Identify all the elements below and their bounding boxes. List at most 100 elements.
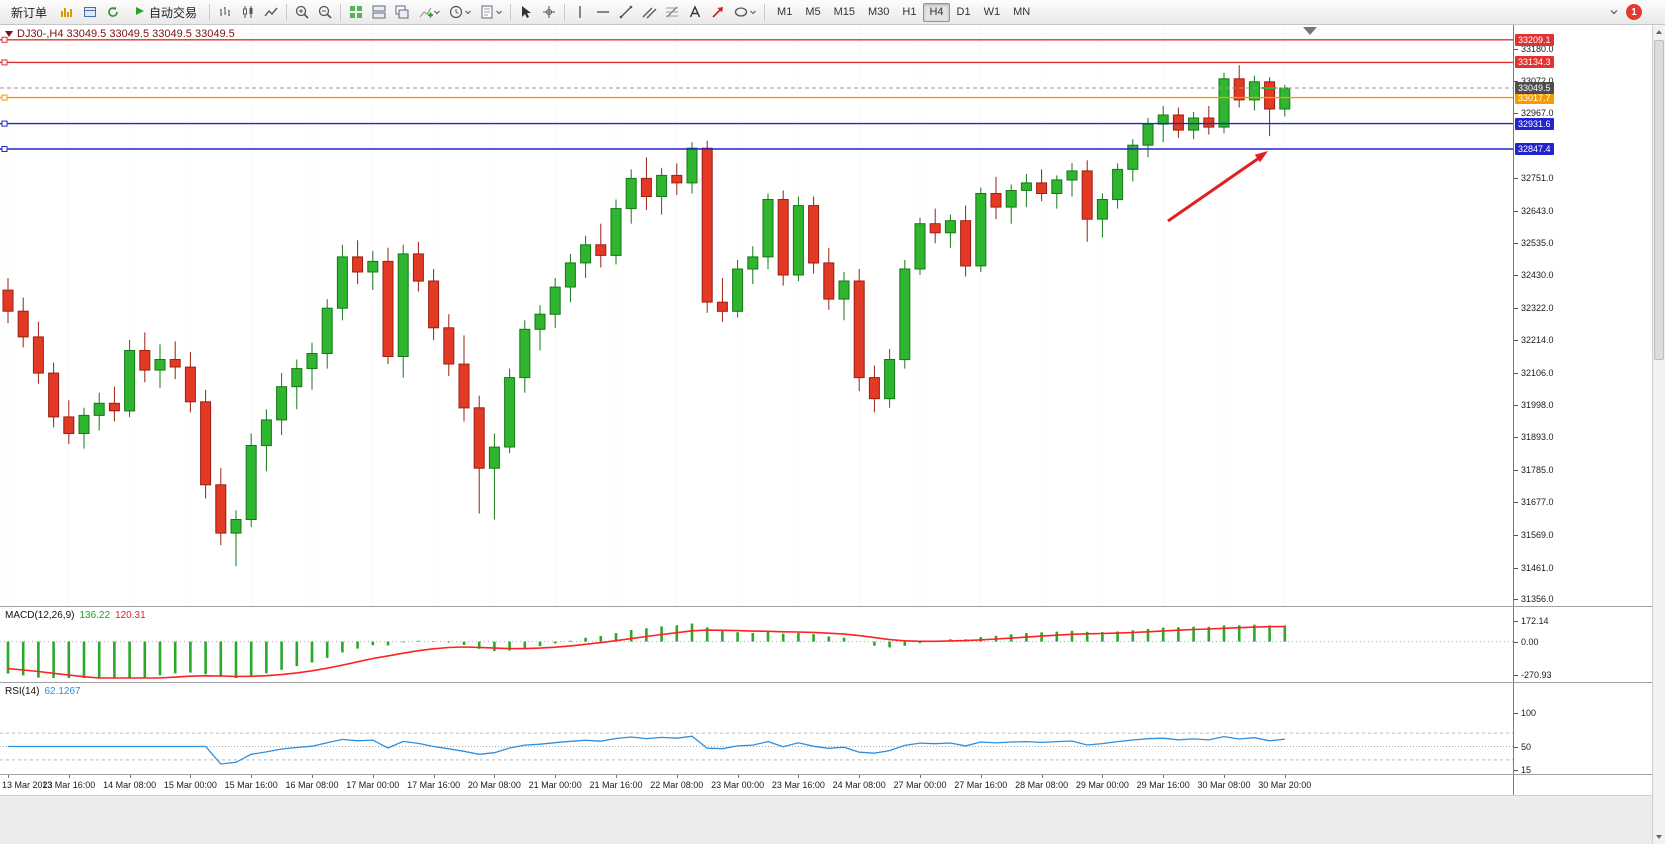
- arrange-windows-button[interactable]: [368, 2, 390, 23]
- macd-signal-line: [7, 625, 1285, 679]
- rsi-axis-label: 100: [1521, 708, 1537, 718]
- time-axis-label: 30 Mar 20:00: [1258, 780, 1312, 790]
- workspace-background: [0, 795, 1652, 844]
- price-line-label: 33209.1: [1515, 33, 1554, 46]
- time-axis-label: 23 Mar 00:00: [711, 780, 765, 790]
- time-axis-label: 28 Mar 08:00: [1015, 780, 1069, 790]
- arrows-tool-button[interactable]: [707, 2, 729, 23]
- zoom-out-icon: [317, 4, 333, 20]
- rsi-tick-mark: [1514, 746, 1518, 748]
- chart-shift-marker[interactable]: [1303, 27, 1317, 35]
- templates-button[interactable]: [476, 2, 506, 23]
- new-order-button[interactable]: 新订单: [3, 2, 55, 23]
- price-tick-mark: [1514, 210, 1518, 212]
- vertical-scrollbar[interactable]: [1652, 25, 1665, 844]
- shapes-button[interactable]: [730, 2, 760, 23]
- time-axis-label: 15 Mar 00:00: [163, 780, 217, 790]
- indicators-plus-icon: [417, 4, 434, 20]
- chevron-down-icon: [1609, 7, 1619, 17]
- template-icon: [479, 4, 495, 20]
- timeframe-h4-button[interactable]: H4: [923, 2, 950, 22]
- profiles-icon: [82, 4, 98, 20]
- trendline-button[interactable]: [615, 2, 637, 23]
- bars-chart-button[interactable]: [214, 2, 236, 23]
- price-chart[interactable]: [0, 25, 1513, 606]
- time-tick-mark: [737, 774, 739, 778]
- price-axis[interactable]: 33180.0 33072.0 32967.0 32751.0 32643.0 32535…: [1513, 25, 1653, 795]
- horizontal-lines[interactable]: [0, 36, 1513, 152]
- cursor-button[interactable]: [515, 2, 537, 23]
- timeframe-m5-button[interactable]: M5: [805, 6, 821, 18]
- time-axis-label: 15 Mar 16:00: [224, 780, 278, 790]
- timeframe-w1-button[interactable]: W1: [983, 6, 1001, 18]
- toolbar-overflow-button[interactable]: [1603, 2, 1625, 23]
- price-tick-mark: [1514, 340, 1518, 342]
- time-tick-mark: [920, 774, 921, 778]
- panel-separator[interactable]: [0, 682, 1652, 683]
- time-tick-mark: [555, 774, 557, 778]
- time-axis[interactable]: 13 Mar 2023 13 Mar 16:00 14 Mar 08:00 15 Ma…: [0, 774, 1513, 795]
- indicators-button[interactable]: [414, 2, 444, 23]
- macd-name: MACD(12,26,9): [5, 610, 75, 621]
- price-tick-mark: [1514, 405, 1518, 407]
- channel-button[interactable]: [638, 2, 660, 23]
- time-axis-label: 13 Mar 16:00: [42, 780, 96, 790]
- rsi-panel[interactable]: [0, 682, 1513, 774]
- vertical-line-icon: [572, 4, 588, 20]
- price-axis-label: 31893.0: [1521, 432, 1554, 443]
- new-chart-button[interactable]: [56, 2, 78, 23]
- rsi-axis-label: 50: [1521, 741, 1532, 752]
- timeframe-d1-button[interactable]: D1: [956, 6, 971, 18]
- price-tick-mark: [1514, 502, 1518, 504]
- time-tick-mark: [980, 774, 982, 778]
- tile-windows-icon: [348, 4, 364, 20]
- timeframe-mn-button[interactable]: MN: [1013, 6, 1031, 18]
- timeframe-m30-button[interactable]: M30: [868, 6, 890, 18]
- zoom-out-button[interactable]: [314, 2, 336, 23]
- time-tick-mark: [312, 774, 313, 778]
- rsi-tick-mark: [1514, 713, 1518, 714]
- macd-panel[interactable]: [0, 606, 1513, 682]
- panel-separator: [0, 774, 1652, 775]
- line-chart-button[interactable]: [260, 2, 282, 23]
- tile-windows-button[interactable]: [345, 2, 367, 23]
- rsi-indicator-label: RSI(14) 62.1267: [5, 686, 81, 697]
- horizontal-line-button[interactable]: [592, 2, 614, 23]
- notification-badge[interactable]: 1: [1626, 4, 1642, 20]
- price-axis-label: 33072.0: [1521, 76, 1554, 86]
- price-line-label: 32847.4: [1515, 143, 1554, 155]
- zoom-in-button[interactable]: [291, 2, 313, 23]
- toolbar-separator: [510, 3, 512, 21]
- macd-indicator-label: MACD(12,26,9) 136.22 120.31: [5, 610, 146, 621]
- timeframe-h1-button[interactable]: H1: [902, 6, 917, 18]
- autotrading-button[interactable]: 自动交易: [125, 2, 205, 23]
- scroll-up-button[interactable]: [1653, 25, 1665, 39]
- chevron-down-icon: [749, 8, 757, 16]
- timeframe-m1-button[interactable]: M1: [777, 6, 793, 18]
- price-tick-mark: [1514, 178, 1518, 180]
- scrollbar-thumb[interactable]: [1654, 40, 1664, 360]
- time-axis-label: 23 Mar 16:00: [771, 780, 825, 790]
- candlestick-chart-button[interactable]: [237, 2, 259, 23]
- vertical-line-button[interactable]: [569, 2, 591, 23]
- cascade-windows-button[interactable]: [391, 2, 413, 23]
- rsi-tick-mark: [1514, 770, 1518, 771]
- text-tool-button[interactable]: [684, 2, 706, 23]
- refresh-button[interactable]: [102, 2, 124, 23]
- candles: [2, 65, 1291, 567]
- price-axis-label: 32535.0: [1521, 238, 1554, 249]
- toolbar-separator: [340, 3, 342, 21]
- profiles-button[interactable]: [79, 2, 101, 23]
- shapes-icon: [733, 4, 749, 20]
- macd-axis-label: 0.00: [1521, 636, 1539, 647]
- price-tick-mark: [1514, 243, 1518, 245]
- trend-arrow[interactable]: [1167, 151, 1268, 223]
- crosshair-button[interactable]: [538, 2, 560, 23]
- periods-button[interactable]: [445, 2, 475, 23]
- scroll-down-button[interactable]: [1653, 830, 1665, 844]
- timeframe-m15-button[interactable]: M15: [833, 6, 855, 18]
- fibonacci-button[interactable]: [661, 2, 683, 23]
- time-axis-label: 21 Mar 00:00: [528, 780, 582, 790]
- panel-separator[interactable]: [0, 606, 1652, 607]
